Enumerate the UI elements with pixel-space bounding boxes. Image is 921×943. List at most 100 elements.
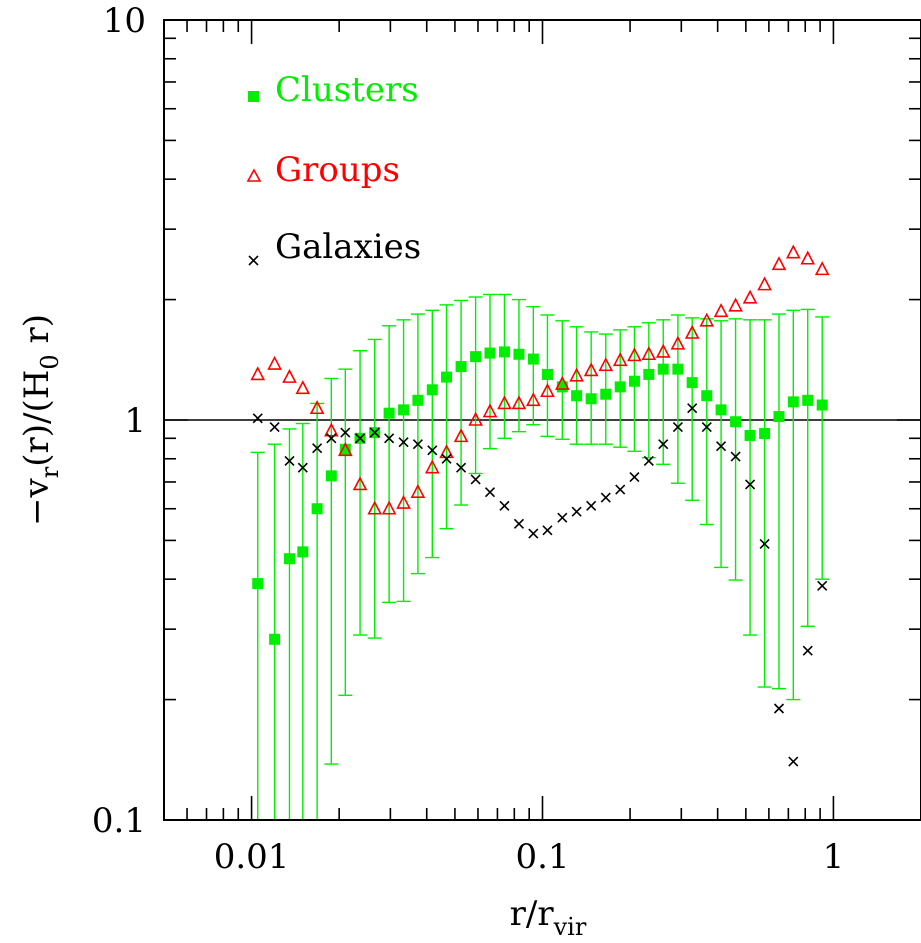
x-axis-label: r/rvir bbox=[510, 894, 587, 941]
error-bar bbox=[815, 316, 830, 580]
error-bar bbox=[641, 322, 656, 459]
legend-galaxies-marker bbox=[248, 255, 259, 266]
legend-item-groups: Groups bbox=[246, 150, 400, 190]
groups-point bbox=[742, 289, 758, 304]
plot-frame bbox=[163, 19, 921, 821]
error-bar bbox=[338, 368, 353, 696]
clusters-point bbox=[686, 377, 698, 389]
error-bars-layer bbox=[250, 293, 830, 820]
error-bar bbox=[282, 428, 297, 820]
groups-point bbox=[670, 335, 686, 350]
groups-point bbox=[367, 500, 383, 515]
groups-point bbox=[728, 297, 743, 312]
galaxies-point bbox=[615, 484, 626, 495]
galaxies-point bbox=[542, 525, 553, 536]
galaxies-point bbox=[629, 472, 640, 483]
error-bar bbox=[771, 313, 786, 690]
galaxies-point bbox=[528, 528, 539, 539]
galaxies-point bbox=[252, 413, 263, 424]
clusters-point bbox=[513, 348, 525, 360]
groups-point bbox=[699, 312, 715, 327]
legend: Clusters Groups Galaxies bbox=[246, 70, 421, 267]
groups-point bbox=[267, 355, 282, 370]
x-axis-label-sub: vir bbox=[553, 913, 587, 941]
legend-clusters-marker bbox=[248, 91, 259, 102]
galaxies-point bbox=[773, 703, 785, 714]
clusters-point bbox=[325, 470, 337, 482]
groups-point bbox=[250, 366, 266, 381]
groups-point bbox=[598, 357, 614, 372]
clusters-point bbox=[556, 381, 568, 393]
clusters-point bbox=[787, 396, 799, 408]
clusters-point bbox=[339, 443, 351, 455]
error-bar bbox=[569, 326, 584, 445]
groups-point bbox=[468, 411, 483, 426]
clusters-point bbox=[744, 429, 756, 441]
error-bar bbox=[454, 299, 469, 506]
y-tick-label: 1 bbox=[124, 401, 146, 441]
clusters-point bbox=[541, 368, 553, 380]
groups-point bbox=[814, 261, 830, 276]
galaxies-point bbox=[672, 422, 683, 433]
markers-layer bbox=[250, 244, 830, 767]
groups-point bbox=[352, 476, 368, 491]
clusters-point bbox=[730, 416, 742, 428]
error-bar bbox=[786, 309, 801, 701]
groups-point bbox=[324, 422, 339, 437]
galaxies-point bbox=[499, 500, 510, 511]
galaxies-point bbox=[340, 427, 351, 438]
groups-point bbox=[569, 367, 584, 382]
error-bar bbox=[800, 308, 815, 627]
x-axis-label-main: r/r bbox=[510, 894, 555, 934]
galaxies-point bbox=[269, 422, 280, 433]
groups-point bbox=[453, 428, 469, 443]
error-bar bbox=[468, 296, 483, 475]
legend-groups-marker bbox=[246, 168, 262, 182]
groups-point bbox=[785, 244, 801, 259]
galaxies-point bbox=[802, 645, 813, 656]
galaxies-point bbox=[384, 433, 395, 444]
clusters-point bbox=[701, 390, 713, 402]
tick-labels-layer: 0.01 0.1 1 0.1 1 10 bbox=[92, 1, 844, 877]
clusters-point bbox=[773, 411, 785, 423]
clusters-point bbox=[715, 404, 727, 416]
clusters-point bbox=[252, 578, 264, 590]
clusters-point bbox=[283, 553, 295, 565]
galaxies-point bbox=[412, 439, 423, 450]
error-bar bbox=[757, 319, 772, 688]
error-bar bbox=[670, 314, 685, 484]
clusters-point bbox=[426, 384, 438, 396]
groups-point bbox=[511, 395, 527, 410]
y-axis-label: −vr(r)/(H0 r) bbox=[17, 314, 64, 526]
error-bar bbox=[627, 326, 642, 453]
galaxies-point bbox=[643, 455, 654, 467]
galaxies-point bbox=[354, 433, 366, 444]
y-axis-label-sub2: 0 bbox=[36, 354, 64, 369]
error-bar bbox=[250, 451, 265, 820]
galaxies-point bbox=[701, 422, 712, 433]
clusters-point bbox=[269, 633, 281, 645]
legend-item-galaxies: Galaxies bbox=[248, 227, 421, 267]
error-bar bbox=[425, 309, 440, 559]
groups-point bbox=[381, 500, 397, 515]
groups-point bbox=[410, 483, 426, 498]
groups-point bbox=[641, 346, 657, 361]
clusters-point bbox=[398, 404, 410, 416]
clusters-point bbox=[311, 503, 323, 515]
clusters-point bbox=[484, 347, 496, 359]
groups-point bbox=[424, 459, 440, 474]
galaxies-point bbox=[658, 439, 669, 450]
y-tick-label: 0.1 bbox=[92, 801, 146, 841]
clusters-point bbox=[802, 394, 814, 406]
groups-point bbox=[540, 383, 555, 398]
clusters-point bbox=[759, 428, 771, 440]
galaxies-point bbox=[297, 462, 308, 473]
error-bar bbox=[267, 443, 282, 820]
clusters-point bbox=[412, 394, 424, 406]
galaxies-point bbox=[284, 455, 295, 467]
groups-point bbox=[757, 276, 772, 291]
error-bar bbox=[656, 319, 671, 465]
galaxies-point bbox=[369, 427, 380, 438]
galaxies-point bbox=[513, 518, 525, 529]
galaxies-point bbox=[326, 433, 337, 444]
